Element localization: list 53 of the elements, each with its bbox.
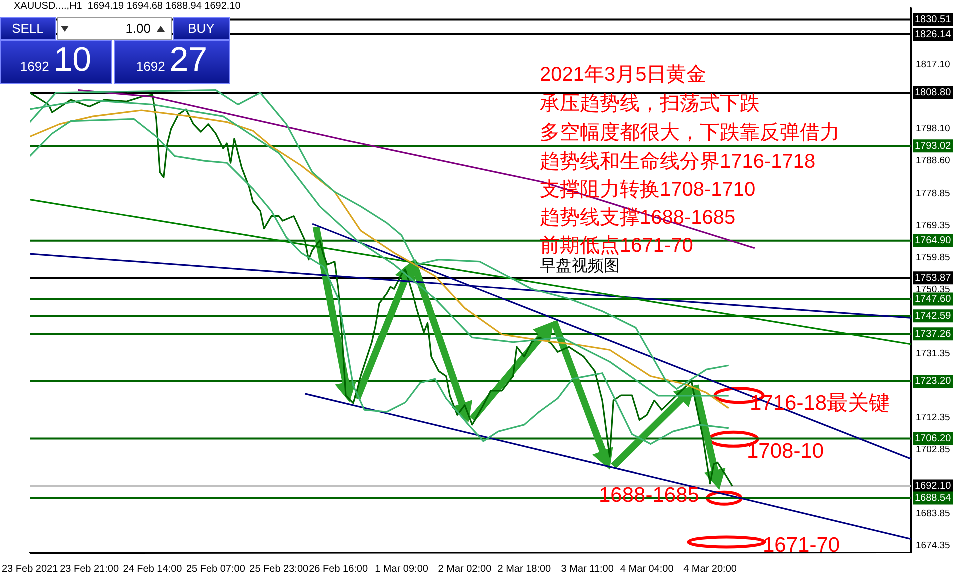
y-tick-label: 1817.10 xyxy=(916,60,950,71)
annotation: 1708-10 xyxy=(747,440,824,464)
annotation: 早盘视频图 xyxy=(540,257,620,277)
annotation: 1692 xyxy=(136,59,166,74)
y-tick-label: 1769.35 xyxy=(916,220,950,232)
x-tick-label: 26 Feb 16:00 xyxy=(309,564,368,575)
annotation: 10 xyxy=(54,41,92,79)
x-tick-label: 23 Feb 2021 xyxy=(2,564,59,575)
x-tick-label: 2 Mar 02:00 xyxy=(438,564,492,575)
x-tick-label: 24 Feb 14:00 xyxy=(123,564,183,575)
ref-line-label: 1692.10 xyxy=(915,481,952,492)
annotation: 2021年3月5日黄金 xyxy=(540,63,707,87)
y-tick-label: 1750.35 xyxy=(916,284,950,296)
annotation: 27 xyxy=(170,41,208,79)
y-tick-label: 1759.85 xyxy=(916,252,950,264)
annotation: BUY xyxy=(188,21,215,36)
x-tick-label: 2 Mar 18:00 xyxy=(498,564,552,575)
ref-line-label: 1688.54 xyxy=(915,493,952,504)
y-tick-label: 1712.35 xyxy=(916,412,950,424)
x-tick-label: 25 Feb 07:00 xyxy=(186,564,246,575)
y-tick-label: 1798.10 xyxy=(916,124,950,135)
ref-line-label: 1706.20 xyxy=(915,434,952,444)
annotation: 承压趋势线，扫荡式下跌 xyxy=(540,92,760,116)
annotation: SELL xyxy=(12,21,44,36)
annotation: 1671-70 xyxy=(763,534,840,558)
y-tick-label: 1683.85 xyxy=(916,508,950,520)
ref-line-label: 1793.02 xyxy=(915,140,952,152)
ref-line-label: 1747.60 xyxy=(915,294,952,305)
lot-size-field: 1.00 xyxy=(57,17,172,40)
ref-line-label: 1830.51 xyxy=(915,14,952,26)
x-tick-label: 23 Feb 21:00 xyxy=(60,564,120,575)
ref-line-label: 1742.59 xyxy=(915,310,952,322)
y-tick-label: 1788.60 xyxy=(916,156,950,167)
ref-line-label: 1808.80 xyxy=(915,88,952,99)
y-tick-label: 1702.85 xyxy=(916,444,950,456)
annotation: 前期低点1671-70 xyxy=(540,234,694,258)
ref-line-label: 1764.90 xyxy=(915,236,952,247)
ref-line-label: 1723.20 xyxy=(915,376,952,388)
ref-line-label: 1737.26 xyxy=(915,328,952,340)
x-tick-label: 3 Mar 11:00 xyxy=(561,564,614,575)
y-tick-label: 1731.35 xyxy=(916,348,950,360)
chart-title: XAUUSD....,H1 1694.19 1694.68 1688.94 1692.10 xyxy=(14,1,241,12)
annotation: 趋势线和生命线分界1716-1718 xyxy=(540,150,816,174)
x-tick-label: 25 Feb 23:00 xyxy=(250,564,310,575)
annotation: 多空幅度都很大，下跌靠反弹借力 xyxy=(540,121,840,145)
y-tick-label: 1778.85 xyxy=(916,188,950,200)
ref-line-label: 1826.14 xyxy=(915,29,952,40)
x-tick-label: 4 Mar 20:00 xyxy=(684,564,738,575)
x-tick-label: 4 Mar 04:00 xyxy=(620,564,674,575)
x-tick-label: 1 Mar 09:00 xyxy=(375,564,429,575)
annotation: 1692 xyxy=(20,59,50,74)
y-tick-label: 1674.35 xyxy=(916,540,950,552)
ref-line-label: 1753.87 xyxy=(915,272,952,284)
